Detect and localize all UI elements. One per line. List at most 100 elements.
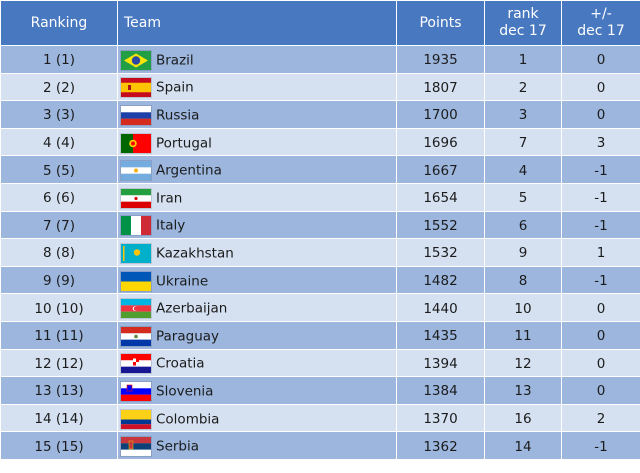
header-ranking: Ranking (0, 0, 118, 46)
table-row: 2 (2) Spain 1807 2 0 (0, 72, 640, 102)
spain-flag-icon (121, 78, 151, 98)
ranking-cell: 11 (11) (0, 320, 118, 350)
diff-dec17-cell: 0 (561, 293, 640, 322)
rank-dec17-cell: 16 (484, 403, 562, 433)
header-diff-dec17: +/- dec 17 (561, 0, 640, 46)
team-name: Croatia (156, 355, 205, 372)
team-cell: Brazil (117, 45, 397, 74)
team-name: Ukraine (156, 273, 209, 290)
diff-dec17-cell: 0 (561, 72, 640, 102)
paraguay-flag-icon (121, 326, 151, 346)
diff-dec17-cell: -1 (561, 210, 640, 240)
team-cell: Ukraine (117, 265, 397, 295)
russia-flag-icon (121, 105, 151, 125)
diff-dec17-cell: 0 (561, 320, 640, 350)
rank-dec17-cell: 11 (484, 320, 562, 350)
ranking-cell: 13 (13) (0, 376, 118, 405)
team-name: Serbia (156, 438, 200, 455)
header-rank-dec17: rank dec 17 (484, 0, 562, 46)
ranking-cell: 9 (9) (0, 265, 118, 295)
ranking-cell: 4 (4) (0, 127, 118, 157)
rank-dec17-cell: 4 (484, 155, 562, 184)
points-cell: 1552 (396, 210, 485, 240)
azerbaijan-flag-icon (121, 299, 151, 319)
points-cell: 1384 (396, 376, 485, 405)
diff-dec17-cell: 0 (561, 100, 640, 129)
ranking-cell: 10 (10) (0, 293, 118, 322)
table-row: 4 (4) Portugal 1696 7 3 (0, 127, 640, 157)
team-cell: Colombia (117, 403, 397, 433)
table-row: 10 (10) Azerbaijan 1440 10 0 (0, 293, 640, 322)
rank-dec17-cell: 14 (484, 431, 562, 460)
croatia-flag-icon (121, 354, 151, 374)
ranking-cell: 3 (3) (0, 100, 118, 129)
argentina-flag-icon (121, 161, 151, 181)
diff-dec17-cell: 0 (561, 45, 640, 74)
rank-dec17-cell: 5 (484, 182, 562, 212)
diff-dec17-cell: 2 (561, 403, 640, 433)
table-row: 6 (6) Iran 1654 5 -1 (0, 182, 640, 212)
ranking-cell: 2 (2) (0, 72, 118, 102)
team-name: Argentina (156, 162, 222, 179)
ukraine-flag-icon (121, 271, 151, 291)
team-name: Paraguay (156, 328, 220, 345)
ranking-cell: 5 (5) (0, 155, 118, 184)
points-cell: 1696 (396, 127, 485, 157)
rank-dec17-cell: 2 (484, 72, 562, 102)
team-name: Italy (156, 217, 186, 234)
diff-dec17-cell: 0 (561, 348, 640, 378)
points-cell: 1440 (396, 293, 485, 322)
rank-dec17-cell: 3 (484, 100, 562, 129)
slovenia-flag-icon (121, 381, 151, 401)
points-cell: 1362 (396, 431, 485, 460)
team-cell: Serbia (117, 431, 397, 460)
table-row: 7 (7) Italy 1552 6 -1 (0, 210, 640, 240)
diff-dec17-cell: 0 (561, 376, 640, 405)
rank-dec17-cell: 6 (484, 210, 562, 240)
ranking-cell: 7 (7) (0, 210, 118, 240)
points-cell: 1700 (396, 100, 485, 129)
team-name: Colombia (156, 411, 220, 428)
table-row: 8 (8) Kazakhstan 1532 9 1 (0, 238, 640, 267)
team-name: Kazakhstan (156, 245, 234, 262)
diff-dec17-cell: -1 (561, 265, 640, 295)
team-cell: Kazakhstan (117, 238, 397, 267)
team-name: Brazil (156, 52, 194, 69)
rank-dec17-cell: 7 (484, 127, 562, 157)
header-points: Points (396, 0, 485, 46)
team-cell: Russia (117, 100, 397, 129)
diff-dec17-cell: -1 (561, 431, 640, 460)
ranking-cell: 8 (8) (0, 238, 118, 267)
team-cell: Italy (117, 210, 397, 240)
table-row: 15 (15) Serbia 1362 14 -1 (0, 431, 640, 460)
points-cell: 1667 (396, 155, 485, 184)
brazil-flag-icon (121, 50, 151, 70)
team-cell: Portugal (117, 127, 397, 157)
team-cell: Slovenia (117, 376, 397, 405)
diff-dec17-cell: -1 (561, 182, 640, 212)
team-name: Russia (156, 107, 200, 124)
diff-dec17-cell: 3 (561, 127, 640, 157)
rank-dec17-cell: 9 (484, 238, 562, 267)
table-row: 3 (3) Russia 1700 3 0 (0, 100, 640, 129)
rank-dec17-cell: 13 (484, 376, 562, 405)
ranking-cell: 15 (15) (0, 431, 118, 460)
team-name: Portugal (156, 135, 212, 152)
team-cell: Azerbaijan (117, 293, 397, 322)
rank-dec17-cell: 10 (484, 293, 562, 322)
italy-flag-icon (121, 216, 151, 236)
team-cell: Iran (117, 182, 397, 212)
points-cell: 1435 (396, 320, 485, 350)
diff-dec17-cell: -1 (561, 155, 640, 184)
table-row: 13 (13) Slovenia 1384 13 0 (0, 376, 640, 405)
team-name: Iran (156, 190, 183, 207)
points-cell: 1654 (396, 182, 485, 212)
table-row: 1 (1) Brazil 1935 1 0 (0, 45, 640, 74)
ranking-cell: 14 (14) (0, 403, 118, 433)
team-cell: Paraguay (117, 320, 397, 350)
team-name: Azerbaijan (156, 300, 228, 317)
points-cell: 1807 (396, 72, 485, 102)
ranking-cell: 12 (12) (0, 348, 118, 378)
points-cell: 1394 (396, 348, 485, 378)
points-cell: 1532 (396, 238, 485, 267)
